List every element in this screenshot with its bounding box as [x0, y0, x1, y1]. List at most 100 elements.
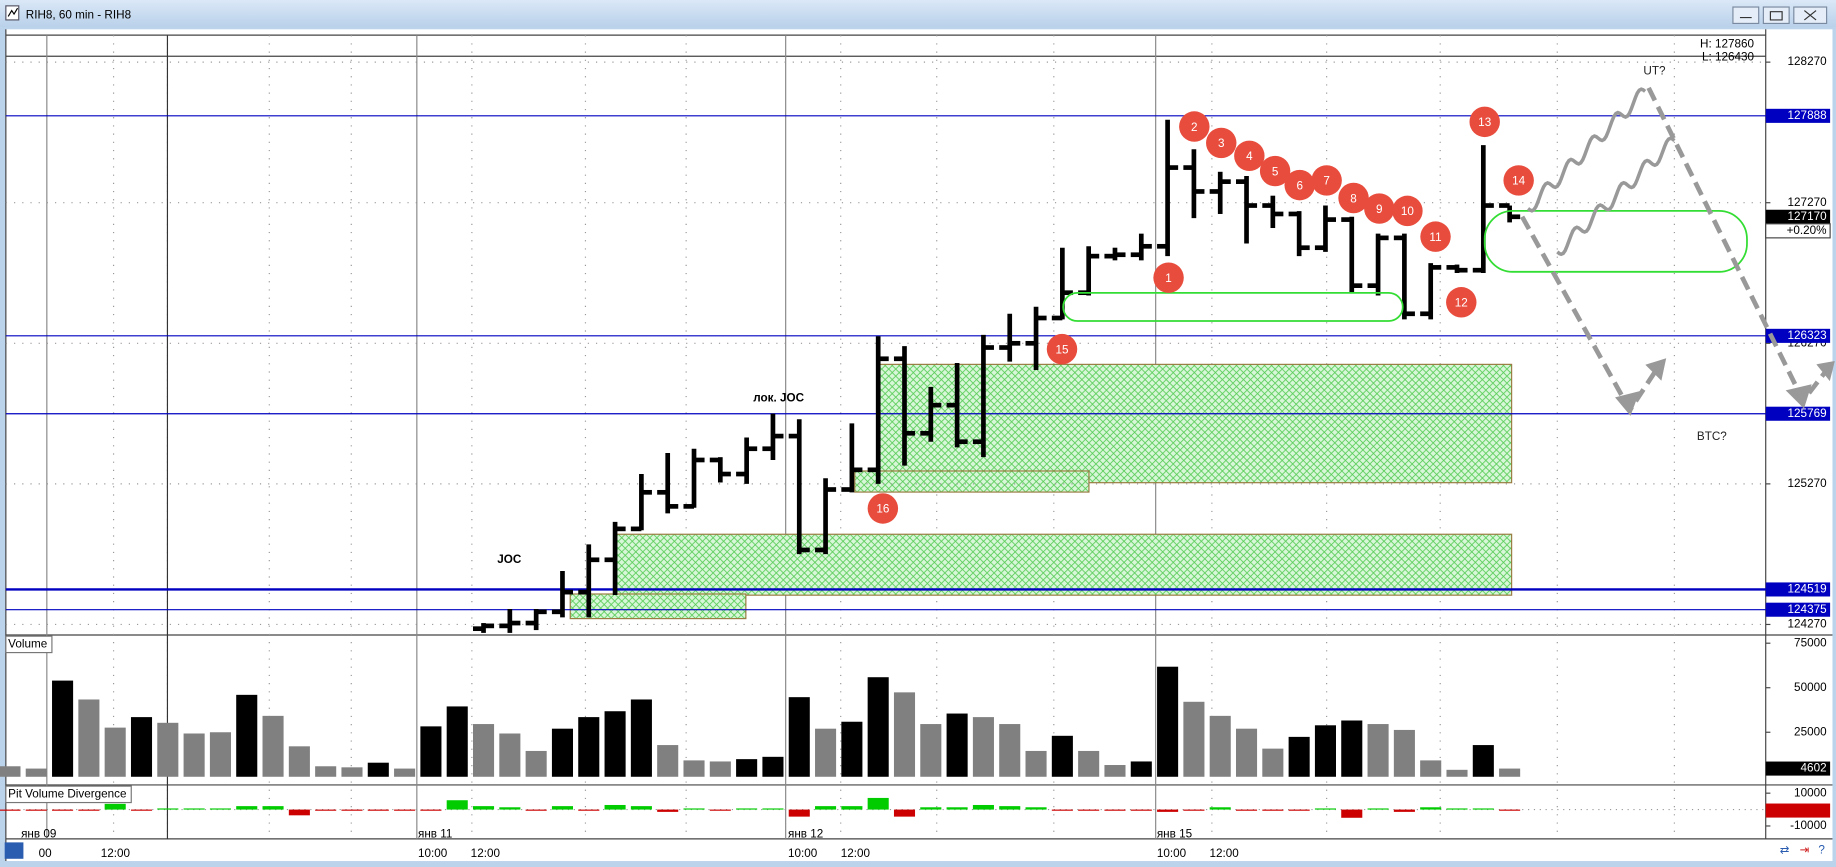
maximize-button[interactable]	[1762, 6, 1790, 25]
bar	[525, 809, 547, 811]
bar	[841, 721, 863, 777]
panel-title-box	[5, 785, 132, 804]
panel-title-box	[5, 635, 53, 654]
goto-icon[interactable]: ⇥	[1800, 844, 1810, 857]
last-value: -598	[1803, 804, 1826, 817]
bar	[1393, 729, 1415, 777]
bar	[315, 809, 337, 811]
bar	[1341, 720, 1363, 777]
price-bars	[472, 119, 1521, 633]
bar	[578, 809, 600, 811]
marker-label: 5	[1272, 165, 1279, 178]
marker	[1234, 140, 1265, 172]
bar	[762, 808, 784, 810]
last-price: 127170	[1788, 210, 1828, 223]
bar	[1104, 809, 1126, 811]
annotation: UT?	[1643, 65, 1666, 78]
minimize-button[interactable]	[1732, 6, 1760, 25]
demand-zone	[615, 533, 1513, 596]
y-tick-label: -10000	[1790, 819, 1827, 832]
bar	[736, 808, 758, 810]
bar	[893, 809, 916, 817]
marker	[1338, 182, 1369, 214]
bar	[920, 807, 942, 810]
panel-title: Volume	[8, 637, 47, 650]
bar	[262, 715, 284, 777]
bar	[762, 756, 784, 777]
bar	[630, 806, 652, 810]
bar	[578, 717, 600, 777]
bar	[78, 809, 100, 811]
chart-panels	[5, 29, 1833, 862]
bar	[341, 809, 363, 811]
bar	[1288, 809, 1310, 811]
marker-label: 14	[1512, 175, 1526, 188]
bar	[1235, 728, 1258, 777]
x-tick-label: 10:00	[1157, 847, 1187, 860]
bar	[657, 745, 679, 777]
last-price-bg	[1765, 209, 1831, 224]
bar	[1446, 769, 1468, 777]
bar	[446, 706, 468, 777]
last-value: 4602	[1801, 762, 1827, 775]
bar	[157, 808, 179, 810]
bar	[1472, 808, 1494, 810]
bar	[1051, 809, 1073, 811]
window-buttons[interactable]	[1732, 6, 1828, 25]
bar	[630, 699, 652, 777]
bar	[25, 768, 47, 777]
level-label: 124519	[1788, 583, 1827, 596]
overlay-layer: 127888126323125769124519124375127170+0.2…	[5, 38, 1835, 860]
bar	[1078, 809, 1100, 811]
menu-icon[interactable]	[4, 842, 24, 859]
x-tick-label: 12:00	[1210, 847, 1240, 860]
arrow-head	[1645, 358, 1667, 381]
bar	[1078, 750, 1100, 777]
demand-zone	[854, 470, 1090, 493]
bar	[683, 760, 705, 777]
bar	[815, 806, 837, 810]
annotation: JOC	[497, 553, 522, 566]
bar	[1183, 701, 1205, 777]
bar	[262, 806, 284, 810]
hl-label: H: 127860	[1700, 38, 1754, 51]
status-bar	[0, 861, 1836, 867]
marker-label: 8	[1350, 192, 1357, 205]
y-tick-label: 10000	[1794, 786, 1827, 799]
button-glyphs	[1739, 10, 1817, 21]
bar	[604, 711, 626, 777]
level-label: 126323	[1788, 329, 1827, 342]
level-label-bg	[1765, 108, 1831, 123]
x-tick-label: 10:00	[418, 847, 448, 860]
change-bg	[1765, 223, 1831, 239]
bar	[104, 803, 126, 810]
level-label-bg	[1765, 328, 1831, 343]
panel-title: Pit Volume Divergence	[8, 787, 126, 800]
link-icon[interactable]: ⇄	[1780, 844, 1790, 857]
bar	[841, 806, 863, 810]
bar	[1314, 725, 1336, 777]
bar	[499, 733, 521, 777]
bar	[472, 724, 495, 777]
marker	[1046, 333, 1078, 365]
y-tick-label: 128270	[1788, 55, 1828, 68]
scenario-wave	[1556, 136, 1676, 257]
hl-label: L: 126430	[1702, 51, 1755, 64]
bar	[1025, 750, 1047, 777]
bar	[1051, 735, 1073, 777]
bar	[709, 761, 731, 777]
bar	[25, 809, 47, 811]
change-label: +0.20%	[1787, 224, 1827, 237]
bar	[420, 809, 442, 811]
bar	[1472, 745, 1494, 777]
bar	[999, 806, 1021, 810]
annotation: лок. JOC	[753, 391, 804, 404]
help-icon[interactable]: ?	[1818, 844, 1825, 857]
x-tick-label: янв 12	[788, 827, 823, 840]
app-icon	[5, 5, 20, 21]
bar	[551, 728, 574, 777]
y-tick-label: 50000	[1794, 681, 1827, 694]
marker-label: 12	[1455, 297, 1468, 310]
marker	[867, 493, 899, 524]
marker	[1206, 127, 1237, 159]
